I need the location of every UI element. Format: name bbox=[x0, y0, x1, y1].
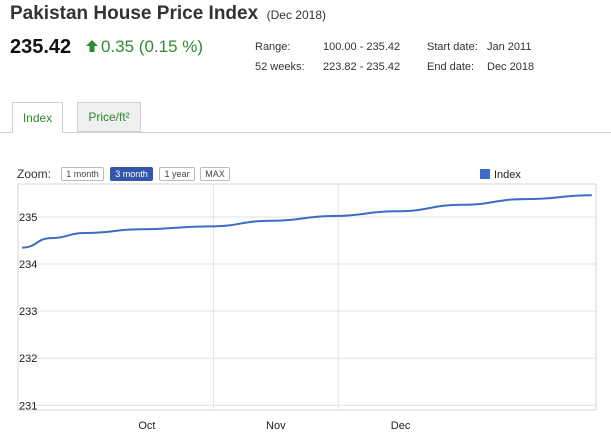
end-date-label: End date: bbox=[427, 61, 475, 73]
start-date-label: Start date: bbox=[427, 41, 478, 53]
tab-index[interactable]: Index bbox=[12, 102, 63, 133]
end-date-value: Dec 2018 bbox=[487, 61, 535, 73]
range-label: Range: bbox=[255, 41, 291, 53]
y-tick-label: 235 bbox=[19, 212, 37, 224]
legend-label: Index bbox=[494, 169, 521, 181]
tab-price-per-ft2[interactable]: Price/ft² bbox=[77, 102, 141, 132]
chart-legend[interactable]: Index bbox=[480, 169, 521, 181]
y-tick-label: 232 bbox=[19, 353, 37, 365]
plot-frame bbox=[17, 183, 597, 411]
price-change-value: 0.35 (0.15 %) bbox=[101, 37, 204, 56]
y-tick-label: 231 bbox=[19, 400, 37, 412]
zoom-1-month-button[interactable]: 1 month bbox=[61, 167, 104, 181]
title-row: Pakistan House Price Index (Dec 2018) bbox=[10, 3, 326, 25]
y-tick-label: 233 bbox=[19, 306, 37, 318]
zoom-max-button[interactable]: MAX bbox=[200, 167, 230, 181]
current-price: 235.42 bbox=[10, 36, 72, 58]
weeks-value: 223.82 - 235.42 bbox=[323, 61, 401, 73]
range-value: 100.00 - 235.42 bbox=[323, 41, 401, 53]
x-tick-label: Dec bbox=[391, 420, 411, 432]
series-line-index bbox=[22, 194, 592, 249]
zoom-3-month-button[interactable]: 3 month bbox=[110, 167, 153, 181]
price-change: 0.35 (0.15 %) bbox=[85, 37, 203, 57]
y-tick-label: 234 bbox=[19, 259, 37, 271]
legend-swatch bbox=[480, 169, 490, 179]
tabs-divider bbox=[0, 132, 611, 133]
start-date-value: Jan 2011 bbox=[487, 41, 532, 53]
arrow-up-icon bbox=[86, 40, 98, 52]
x-axis-ticks: Oct Nov Dec bbox=[138, 420, 410, 432]
x-tick-label: Oct bbox=[138, 420, 155, 432]
y-axis-ticks: 231 232 233 234 235 bbox=[19, 212, 37, 412]
page-title: Pakistan House Price Index bbox=[10, 3, 259, 24]
weeks-label: 52 weeks: bbox=[255, 61, 305, 73]
zoom-1-year-button[interactable]: 1 year bbox=[159, 167, 195, 181]
zoom-label: Zoom: bbox=[17, 167, 52, 181]
x-tick-label: Nov bbox=[266, 420, 286, 432]
title-period: (Dec 2018) bbox=[266, 8, 326, 22]
